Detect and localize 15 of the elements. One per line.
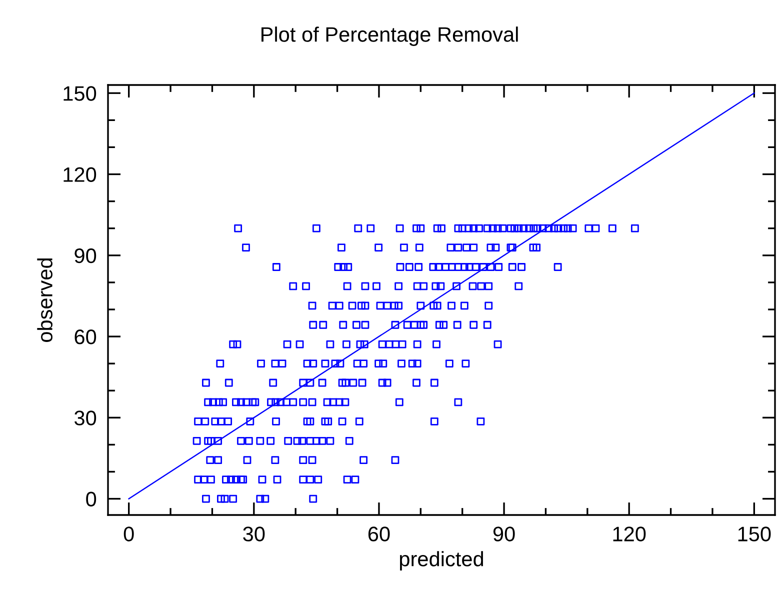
x-tick-label: 30 [243, 526, 265, 542]
chart-title: Plot of Percentage Removal [262, 26, 518, 46]
y-tick-label: 60 [74, 330, 96, 344]
y-tick-label: 30 [74, 410, 96, 426]
x-tick-label: 90 [493, 526, 515, 542]
x-tick-label: 120 [613, 526, 646, 542]
y-tick-label: 150 [64, 86, 96, 101]
x-tick-label: 150 [738, 526, 771, 542]
x-axis-title: predicted [400, 551, 484, 571]
y-axis-title: observed [37, 258, 52, 342]
y-tick-label: 120 [64, 167, 96, 182]
x-tick-label: 60 [368, 526, 390, 542]
y-tick-label: 90 [74, 248, 96, 264]
x-tick-label: 0 [124, 526, 134, 542]
y-tick-label: 0 [86, 492, 96, 507]
